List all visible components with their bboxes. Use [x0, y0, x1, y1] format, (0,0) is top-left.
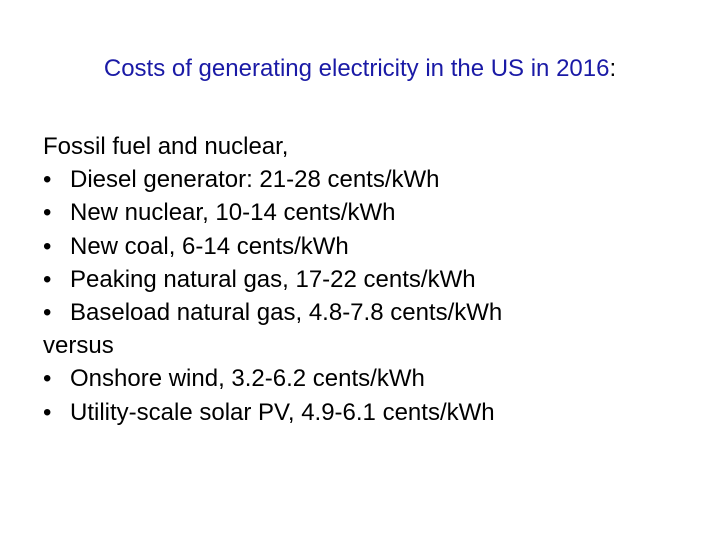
list-item: • New coal, 6-14 cents/kWh — [43, 230, 713, 263]
bullet: • — [43, 365, 52, 393]
list-item: • Diesel generator: 21-28 cents/kWh — [43, 163, 713, 196]
slide-title-text: Costs of generating electricity in the U… — [103, 55, 610, 82]
slide-body: Fossil fuel and nuclear, • Diesel generat… — [43, 130, 713, 429]
list-item-text: Diesel generator: 21-28 cents/kWh — [70, 166, 440, 194]
bullet: • — [43, 298, 52, 326]
list-item-text: Utility-scale solar PV, 4.9-6.1 cents/kW… — [70, 398, 495, 426]
bullet: • — [43, 265, 52, 293]
list-item: • Utility-scale solar PV, 4.9-6.1 cents/k… — [43, 396, 713, 429]
bullet: • — [43, 232, 52, 260]
versus-line: versus — [43, 332, 114, 360]
list-item: • Baseload natural gas, 4.8-7.8 cents/kWh — [43, 296, 713, 329]
list-item-text: Onshore wind, 3.2-6.2 cents/kWh — [70, 365, 425, 393]
bullet: • — [43, 166, 52, 194]
intro-line: Fossil fuel and nuclear, — [43, 133, 289, 160]
list-item-text: Peaking natural gas, 17-22 cents/kWh — [70, 265, 476, 293]
slide-title: Costs of generating electricity in the U… — [0, 52, 720, 86]
list-item: • Onshore wind, 3.2-6.2 cents/kWh — [43, 362, 713, 395]
list-item: • New nuclear, 10-14 cents/kWh — [43, 196, 713, 229]
bullet: • — [43, 398, 52, 426]
list-item-text: Baseload natural gas, 4.8-7.8 cents/kWh — [70, 298, 503, 326]
list-item-text: New nuclear, 10-14 cents/kWh — [70, 199, 396, 227]
list-item: • Peaking natural gas, 17-22 cents/kWh — [43, 263, 713, 296]
bullet: • — [43, 199, 52, 227]
slide-title-colon: : — [609, 55, 617, 82]
list-item-text: New coal, 6-14 cents/kWh — [70, 232, 349, 260]
